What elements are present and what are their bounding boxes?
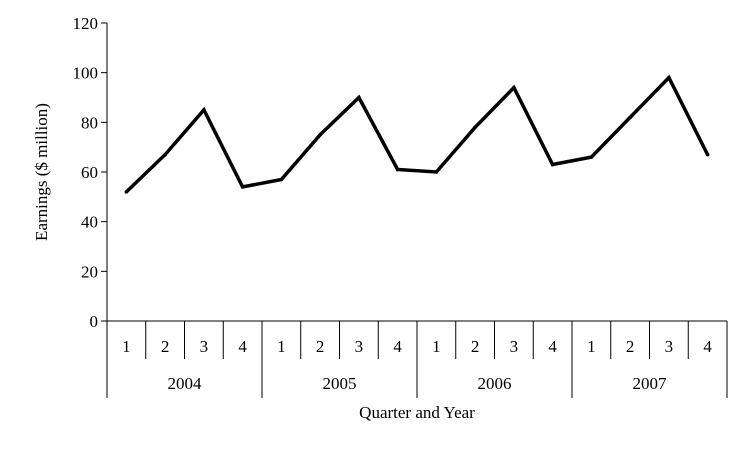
data-point — [628, 115, 632, 120]
quarter-tick-label: 4 — [548, 337, 557, 356]
data-point — [202, 108, 206, 112]
y-tick-label: 60 — [81, 163, 98, 182]
y-tick-label: 20 — [81, 262, 98, 281]
year-tick-label: 2007 — [633, 374, 668, 393]
quarter-tick-label: 1 — [122, 337, 131, 356]
data-point — [705, 152, 710, 157]
quarter-tick-label: 3 — [355, 337, 364, 356]
quarter-tick-label: 2 — [626, 337, 635, 356]
data-point — [395, 167, 400, 172]
data-point — [550, 162, 555, 167]
quarter-tick-label: 2 — [161, 337, 170, 356]
y-tick-label: 100 — [73, 64, 99, 83]
year-tick-label: 2004 — [168, 374, 203, 393]
y-tick-label: 80 — [81, 113, 98, 132]
quarter-tick-label: 2 — [471, 337, 480, 356]
x-axis-category-grid: 1 2 3 4 1 2 3 4 1 2 3 4 1 2 3 4 2004 2005 2006 2007 — [106, 321, 728, 398]
data-point — [357, 95, 361, 100]
data-point — [473, 125, 477, 130]
x-axis-title: Quarter and Year — [359, 403, 475, 422]
y-tick-label: 40 — [81, 213, 98, 232]
y-tick-label: 120 — [73, 14, 99, 33]
quarter-tick-label: 4 — [703, 337, 712, 356]
data-point — [318, 132, 322, 137]
quarter-tick-label: 3 — [200, 337, 209, 356]
data-point — [124, 190, 129, 194]
quarter-tick-label: 1 — [432, 337, 441, 356]
data-point — [279, 177, 284, 182]
data-points — [124, 75, 710, 194]
quarter-tick-label: 1 — [587, 337, 596, 356]
data-point — [512, 85, 516, 90]
quarter-tick-label: 4 — [393, 337, 402, 356]
data-point — [163, 152, 167, 157]
quarter-tick-label: 2 — [316, 337, 325, 356]
year-tick-label: 2006 — [478, 374, 512, 393]
year-tick-label: 2005 — [323, 374, 357, 393]
quarter-tick-label: 3 — [665, 337, 674, 356]
data-point — [240, 185, 245, 189]
quarter-tick-label: 1 — [277, 337, 286, 356]
y-tick-label: 0 — [90, 312, 99, 331]
data-point — [434, 170, 439, 174]
quarter-tick-label: 4 — [238, 337, 247, 356]
data-point — [667, 75, 671, 80]
y-axis-ticks: 0 20 40 60 80 100 120 — [73, 14, 107, 331]
earnings-series-line — [125, 74, 710, 194]
y-axis-title: Earnings ($ million) — [32, 103, 51, 241]
data-point — [589, 155, 594, 159]
quarter-tick-label: 3 — [510, 337, 519, 356]
